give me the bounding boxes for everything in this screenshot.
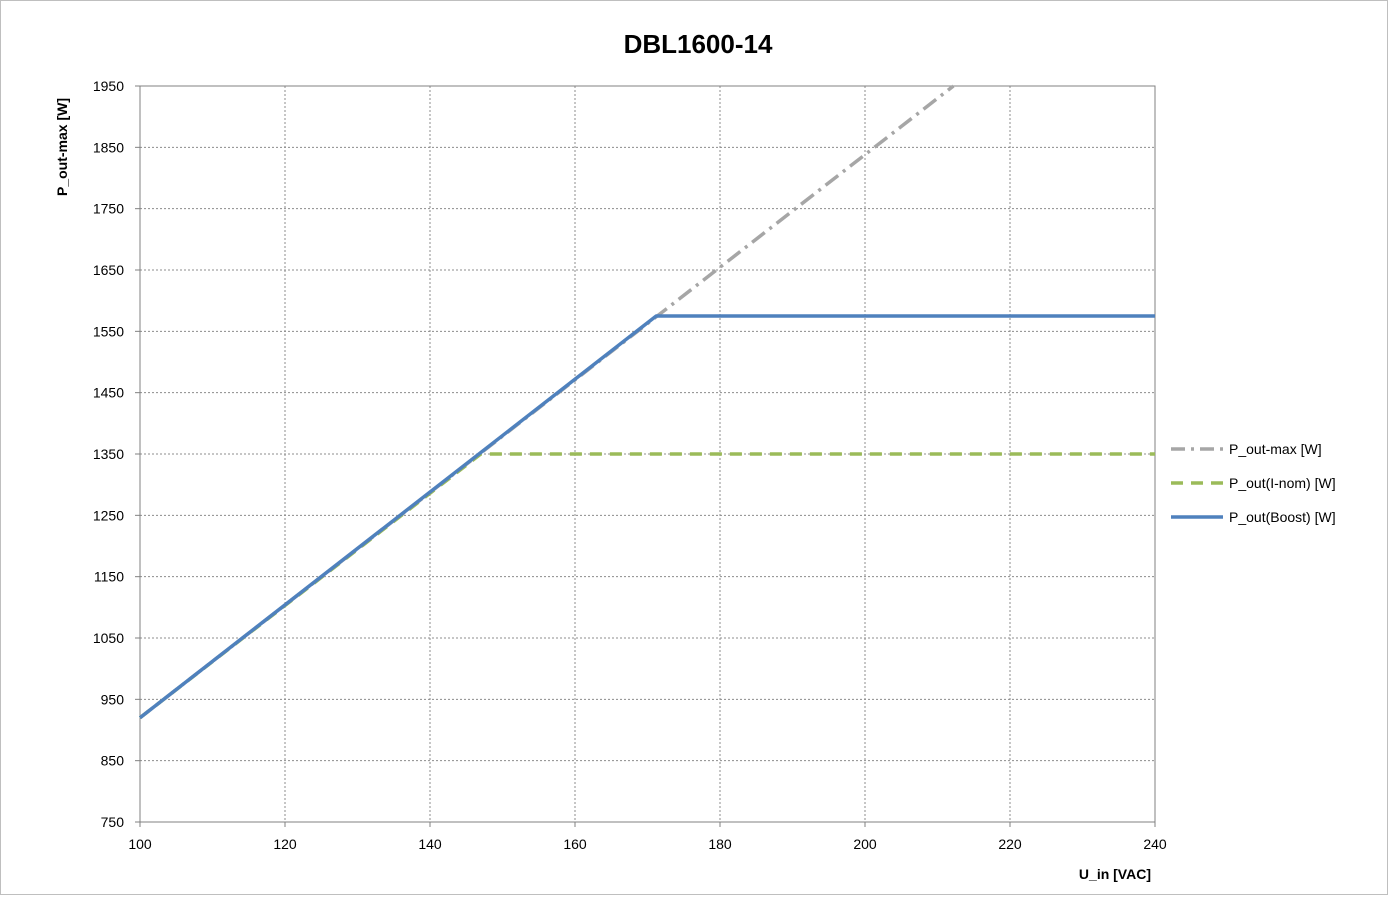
x-tick-label: 200 bbox=[853, 836, 877, 852]
y-tick-label: 750 bbox=[101, 814, 125, 830]
y-tick-label: 1350 bbox=[93, 446, 124, 462]
series-line-2 bbox=[138, 314, 1155, 720]
x-tick-label: 160 bbox=[563, 836, 587, 852]
y-tick-label: 1450 bbox=[93, 385, 124, 401]
legend: P_out-max [W] P_out(I-nom) [W] P_out(Boost… bbox=[1171, 441, 1336, 525]
chart-title: DBL1600-14 bbox=[624, 29, 773, 59]
x-axis-title: U_in [VAC] bbox=[1079, 866, 1151, 882]
y-axis-title: P_out-max [W] bbox=[54, 98, 70, 196]
y-tick-label: 1250 bbox=[93, 507, 124, 523]
x-tick-label: 100 bbox=[128, 836, 152, 852]
x-tick-label: 240 bbox=[1143, 836, 1167, 852]
x-tick-label: 140 bbox=[418, 836, 442, 852]
y-tick-label: 1050 bbox=[93, 630, 124, 646]
x-tick-label: 180 bbox=[708, 836, 732, 852]
legend-label-0: P_out-max [W] bbox=[1229, 441, 1322, 457]
series-line-1 bbox=[138, 452, 1155, 720]
y-tick-label: 1650 bbox=[93, 262, 124, 278]
grid bbox=[139, 85, 1156, 823]
x-axis-ticks: 100 120 140 160 180 200 220 240 bbox=[128, 822, 1167, 852]
y-tick-label: 1150 bbox=[94, 569, 124, 585]
y-tick-label: 1750 bbox=[93, 201, 124, 217]
y-tick-label: 950 bbox=[101, 691, 125, 707]
y-tick-label: 1550 bbox=[93, 323, 124, 339]
legend-label-2: P_out(Boost) [W] bbox=[1229, 509, 1336, 525]
series-layer bbox=[138, 84, 1155, 720]
y-tick-label: 1850 bbox=[93, 139, 124, 155]
x-tick-label: 220 bbox=[998, 836, 1022, 852]
y-tick-label: 850 bbox=[101, 753, 125, 769]
y-axis-ticks: 750 850 950 1050 1150 1250 1350 1450 1550 1650 175… bbox=[93, 78, 140, 830]
y-tick-label: 1950 bbox=[93, 78, 124, 94]
legend-label-1: P_out(I-nom) [W] bbox=[1229, 475, 1336, 491]
x-tick-label: 120 bbox=[273, 836, 297, 852]
